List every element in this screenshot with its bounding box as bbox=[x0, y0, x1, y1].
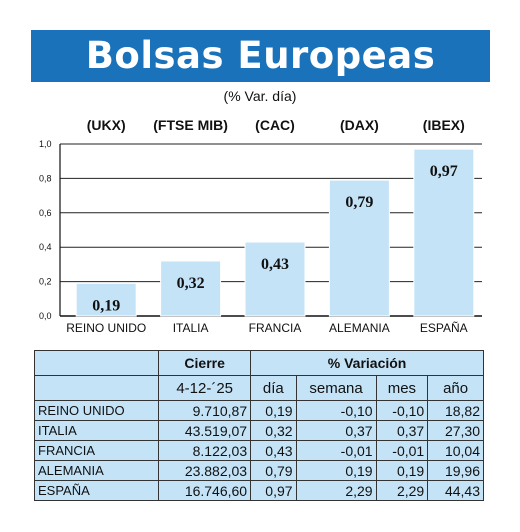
row-name: ALEMANIA bbox=[33, 460, 160, 481]
row-cierre: 8.122,03 bbox=[158, 440, 252, 461]
y-tick-label: 0,6 bbox=[39, 208, 52, 218]
x-tick-label: FRANCIA bbox=[249, 321, 302, 335]
row-dia: 0,79 bbox=[250, 460, 297, 481]
row-semana: -0,10 bbox=[295, 400, 377, 421]
header-empty bbox=[33, 350, 160, 376]
table-header-row: Cierre % Variación bbox=[33, 350, 484, 376]
row-cierre: 16.746,60 bbox=[158, 480, 252, 501]
quotes-table: Cierre % Variación 4-12-´25 día semana m… bbox=[33, 350, 484, 501]
chart-subtitle: (% Var. día) bbox=[223, 88, 297, 104]
row-semana: 0,37 bbox=[295, 420, 377, 441]
subheader-empty bbox=[33, 375, 160, 401]
row-dia: 0,19 bbox=[250, 400, 297, 421]
row-semana: 0,19 bbox=[295, 460, 377, 481]
y-tick-label: 0,2 bbox=[39, 277, 52, 287]
table-row: ITALIA 43.519,07 0,32 0,37 0,37 27,30 bbox=[33, 420, 484, 441]
table-row: ESPAÑA 16.746,60 0,97 2,29 2,29 44,43 bbox=[33, 480, 484, 501]
bar bbox=[328, 179, 390, 317]
row-anio: 27,30 bbox=[427, 420, 484, 441]
value-label: 0,19 bbox=[92, 297, 120, 314]
y-tick-label: 0,8 bbox=[39, 173, 52, 183]
value-label: 0,32 bbox=[177, 275, 205, 292]
row-dia: 0,43 bbox=[250, 440, 297, 461]
bar bbox=[244, 241, 306, 317]
value-label: 0,79 bbox=[345, 194, 373, 211]
table-row: REINO UNIDO 9.710,87 0,19 -0,10 -0,10 18… bbox=[33, 400, 484, 421]
bar bbox=[413, 148, 475, 317]
row-cierre: 23.882,03 bbox=[158, 460, 252, 481]
chart-labels: 0,0 0,2 0,4 0,6 0,8 1,0 0,19 REINO UNIDO (UKX) 0,… bbox=[39, 117, 468, 335]
row-name: ITALIA bbox=[33, 420, 160, 441]
row-mes: 0,19 bbox=[375, 460, 429, 481]
table-row: FRANCIA 8.122,03 0,43 -0,01 -0,01 10,04 bbox=[33, 440, 484, 461]
bar-chart: 0,0 0,2 0,4 0,6 0,8 1,0 0,19 REINO UNIDO (UKX) 0,… bbox=[39, 117, 482, 335]
row-name: FRANCIA bbox=[33, 440, 160, 461]
value-label: 0,97 bbox=[430, 163, 458, 180]
bar bbox=[75, 282, 137, 317]
row-anio: 19,96 bbox=[427, 460, 484, 481]
row-dia: 0,32 bbox=[250, 420, 297, 441]
row-semana: -0,01 bbox=[295, 440, 377, 461]
value-label: 0,43 bbox=[261, 256, 289, 273]
row-anio: 44,43 bbox=[427, 480, 484, 501]
row-mes: 2,29 bbox=[375, 480, 429, 501]
table-subheader-row: 4-12-´25 día semana mes año bbox=[33, 375, 484, 401]
row-cierre: 43.519,07 bbox=[158, 420, 252, 441]
title-banner: Bolsas Europeas bbox=[31, 30, 490, 82]
x-tick-label: ESPAÑA bbox=[420, 321, 468, 335]
row-semana: 2,29 bbox=[295, 480, 377, 501]
subheader-anio: año bbox=[427, 375, 484, 401]
header-cierre: Cierre bbox=[158, 350, 252, 376]
subheader-mes: mes bbox=[375, 375, 429, 401]
index-code-label: (UKX) bbox=[87, 117, 126, 133]
row-dia: 0,97 bbox=[250, 480, 297, 501]
subheader-dia: día bbox=[250, 375, 297, 401]
bars bbox=[75, 148, 475, 317]
index-code-label: (DAX) bbox=[340, 117, 379, 133]
row-mes: -0,10 bbox=[375, 400, 429, 421]
index-code-label: (FTSE MIB) bbox=[153, 117, 228, 133]
row-anio: 18,82 bbox=[427, 400, 484, 421]
y-tick-label: 0,0 bbox=[39, 311, 52, 321]
row-name: ESPAÑA bbox=[33, 480, 160, 501]
table-row: ALEMANIA 23.882,03 0,79 0,19 0,19 19,96 bbox=[33, 460, 484, 481]
bar bbox=[160, 260, 222, 317]
x-tick-label: ITALIA bbox=[173, 321, 209, 335]
row-mes: -0,01 bbox=[375, 440, 429, 461]
x-tick-label: REINO UNIDO bbox=[66, 321, 146, 335]
row-mes: 0,37 bbox=[375, 420, 429, 441]
row-name: REINO UNIDO bbox=[33, 400, 160, 421]
y-tick-label: 1,0 bbox=[39, 139, 52, 149]
y-tick-label: 0,4 bbox=[39, 242, 52, 252]
subheader-semana: semana bbox=[295, 375, 377, 401]
index-code-label: (IBEX) bbox=[423, 117, 465, 133]
header-variacion: % Variación bbox=[250, 350, 484, 376]
row-anio: 10,04 bbox=[427, 440, 484, 461]
subheader-date: 4-12-´25 bbox=[158, 375, 252, 401]
x-tick-label: ALEMANIA bbox=[329, 321, 390, 335]
row-cierre: 9.710,87 bbox=[158, 400, 252, 421]
index-code-label: (CAC) bbox=[255, 117, 295, 133]
